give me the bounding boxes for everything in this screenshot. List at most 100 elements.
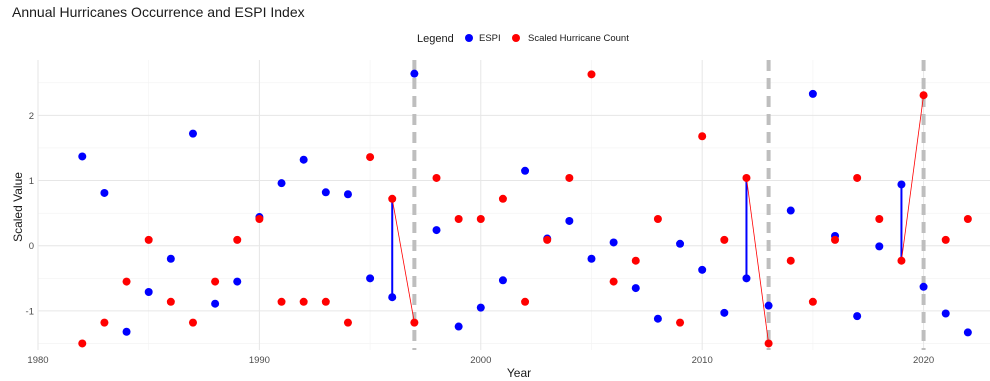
chart-title: Annual Hurricanes Occurrence and ESPI In… <box>12 4 305 20</box>
hurricane-point-1994 <box>343 318 352 327</box>
x-tick-label-2000: 2000 <box>470 355 491 366</box>
hurricane-point-1993 <box>321 297 330 306</box>
espi-point-2022 <box>963 328 972 337</box>
hurricane-point-2012 <box>742 173 751 182</box>
hurricane-point-1982 <box>78 339 87 348</box>
hurricane-point-2000 <box>476 215 485 224</box>
plot-area <box>37 60 990 350</box>
chart-legend: Legend ESPI Scaled Hurricane Count <box>417 33 629 45</box>
hurricane-point-1997 <box>410 318 419 327</box>
hurricane-point-2009 <box>676 318 685 327</box>
hurricane-point-2016 <box>831 235 840 244</box>
espi-point-1984 <box>122 327 131 336</box>
espi-point-2008 <box>653 314 662 323</box>
hurricane-point-2014 <box>786 256 795 265</box>
data-points <box>78 69 972 348</box>
y-tick-label--1: -1 <box>26 306 34 317</box>
espi-point-2005 <box>587 254 596 263</box>
espi-point-2011 <box>720 308 729 317</box>
espi-point-1995 <box>366 274 375 283</box>
espi-point-2010 <box>698 265 707 274</box>
y-tick-label-1: 1 <box>29 176 34 187</box>
y-tick-label-2: 2 <box>29 111 34 122</box>
legend-label-espi: ESPI <box>479 33 501 44</box>
espi-point-1985 <box>144 288 153 296</box>
x-tick-label-2020: 2020 <box>913 355 934 366</box>
hurricane-point-2011 <box>720 235 729 244</box>
hurricane-point-1990 <box>255 215 264 224</box>
espi-point-2000 <box>476 303 485 312</box>
espi-point-2014 <box>786 206 795 215</box>
hurricane-point-2022 <box>963 215 972 224</box>
hurricane-point-2015 <box>808 297 817 306</box>
espi-point-2007 <box>631 284 640 293</box>
espi-point-1991 <box>277 179 286 188</box>
hurricane-point-2001 <box>498 194 507 203</box>
hurricane-point-2005 <box>587 70 596 79</box>
y-axis-title: Scaled Value <box>11 172 25 242</box>
espi-point-2021 <box>941 309 950 318</box>
hurricane-point-2019 <box>897 256 906 265</box>
hurricane-connector-1996 <box>391 198 415 323</box>
espi-point-2018 <box>875 242 884 251</box>
espi-point-2013 <box>764 301 773 310</box>
hurricane-point-1985 <box>144 235 153 244</box>
x-axis-ticks: 1980 1990 2000 2010 2020 <box>27 355 934 366</box>
hurricane-point-1989 <box>233 235 242 244</box>
hurricane-point-2002 <box>521 297 530 306</box>
espi-point-2004 <box>565 216 574 225</box>
espi-point-1987 <box>188 129 197 138</box>
espi-point-2017 <box>853 312 862 321</box>
hurricane-point-2020 <box>919 91 928 100</box>
hurricane-connector-2019 <box>901 95 924 261</box>
legend-swatch-hurricane <box>512 34 520 42</box>
hurricane-point-2007 <box>631 256 640 265</box>
hurricane-point-2013 <box>764 339 773 348</box>
espi-point-2012 <box>742 274 751 283</box>
espi-point-2009 <box>676 239 685 248</box>
hurricane-point-1996 <box>388 194 397 203</box>
espi-point-2006 <box>609 238 618 247</box>
grid <box>37 60 990 350</box>
espi-point-1996 <box>388 293 397 302</box>
hurricane-point-2010 <box>698 132 707 141</box>
espi-point-2019 <box>897 180 906 189</box>
hurricane-point-1988 <box>211 277 220 286</box>
y-tick-label-0: 0 <box>29 241 34 252</box>
espi-point-1999 <box>454 322 463 331</box>
x-tick-label-2010: 2010 <box>692 355 713 366</box>
x-tick-label-1990: 1990 <box>249 355 270 366</box>
espi-point-1997 <box>410 69 419 78</box>
hurricane-point-1995 <box>366 153 375 162</box>
legend-title: Legend <box>417 33 454 45</box>
espi-point-2001 <box>498 276 507 285</box>
x-axis-title: Year <box>507 366 531 380</box>
hurricane-point-2004 <box>565 173 574 182</box>
hurricane-point-1987 <box>188 318 197 327</box>
espi-point-1994 <box>343 190 352 199</box>
hurricane-point-2017 <box>853 173 862 182</box>
espi-point-1982 <box>78 152 87 161</box>
hurricane-point-1984 <box>122 277 131 286</box>
espi-point-2002 <box>521 166 530 175</box>
espi-point-1989 <box>233 277 242 286</box>
hurricane-point-2021 <box>941 235 950 244</box>
espi-point-2020 <box>919 282 928 291</box>
legend-swatch-espi <box>465 34 473 42</box>
hurricane-point-1986 <box>166 297 175 306</box>
hurricane-point-2003 <box>543 235 552 244</box>
hurricane-point-2006 <box>609 277 618 286</box>
hurricane-connector-2012 <box>746 177 770 344</box>
x-tick-label-1980: 1980 <box>27 355 48 366</box>
espi-point-1993 <box>321 188 330 197</box>
hurricane-point-1991 <box>277 297 286 306</box>
espi-point-1988 <box>211 299 220 308</box>
hurricane-point-1998 <box>432 173 441 182</box>
espi-point-1992 <box>299 155 308 164</box>
vertical-markers <box>412 60 926 350</box>
hurricane-point-1992 <box>299 297 308 306</box>
y-axis-ticks: -1 0 1 2 <box>26 111 34 318</box>
hurricane-point-1983 <box>100 318 109 327</box>
hurricane-point-2018 <box>875 215 884 224</box>
